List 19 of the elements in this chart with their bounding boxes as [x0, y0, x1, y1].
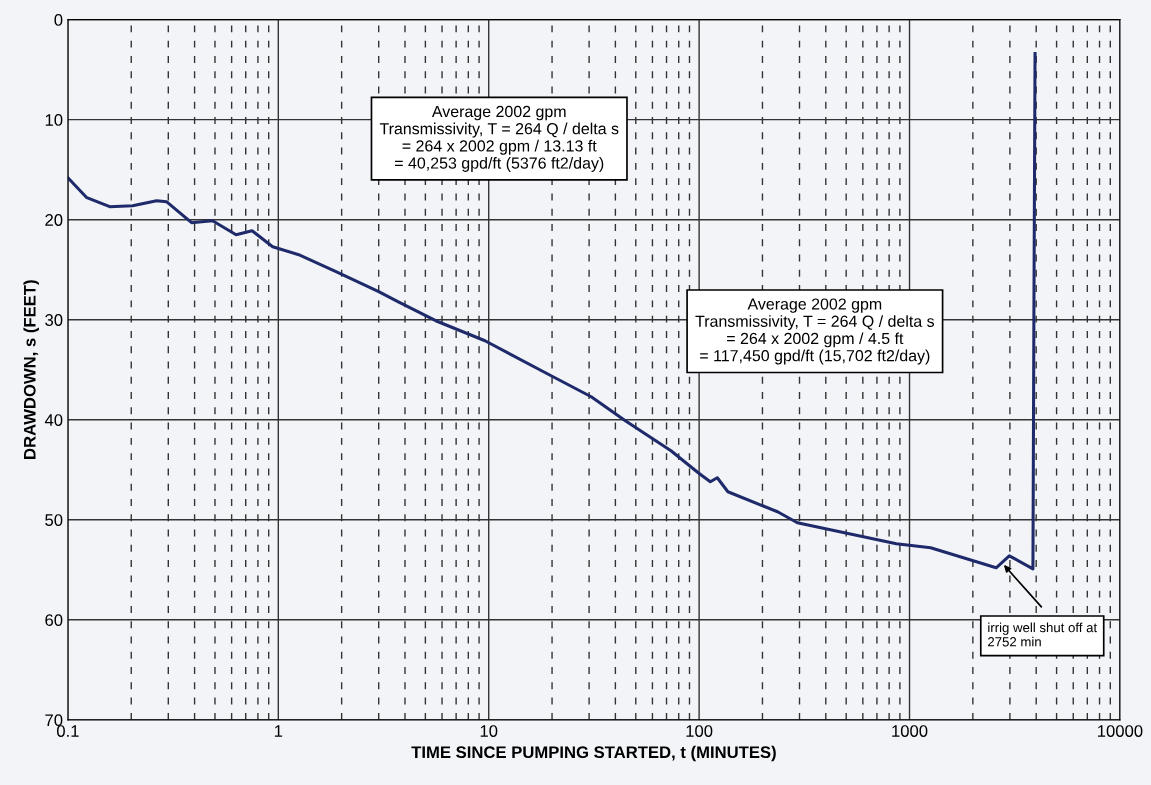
x-tick-label: 1000: [892, 725, 928, 737]
y-tick-label: 10: [45, 114, 63, 126]
y-tick-label: 40: [44, 414, 63, 426]
y-tick-label: 20: [45, 214, 63, 226]
x-tick-label: 100: [686, 725, 713, 737]
annotation: irrig well shut off at 2752 min: [988, 622, 1098, 647]
annotation: Average 2002 gpm Transmissivity, T = 264 Q / delta s = 264 x 2002 gpm / 13.13 ft = 40,253 gpd/ft (5376 ft2/day): [379, 105, 619, 172]
x-tick-label: 10000: [1098, 725, 1143, 737]
y-tick-label: 70: [45, 714, 63, 727]
y-axis-title: DRAWDOWN, s (FEET): [23, 280, 39, 459]
x-tick-label: 1: [274, 725, 283, 737]
y-tick-label: 0: [54, 14, 63, 26]
x-tick-label: 0.1: [56, 725, 79, 737]
annotation: Average 2002 gpm Transmissivity, T = 264 Q / delta s = 264 x 2002 gpm / 4.5 ft = 117,450 gpd/ft (15,702 ft2/day): [695, 298, 935, 365]
y-tick-label: 50: [45, 514, 63, 526]
x-tick-label: 10: [480, 725, 498, 737]
y-tick-label: 60: [45, 614, 63, 627]
y-tick-label: 30: [45, 314, 63, 326]
x-axis-title: TIME SINCE PUMPING STARTED, t (MINUTES): [411, 745, 776, 762]
